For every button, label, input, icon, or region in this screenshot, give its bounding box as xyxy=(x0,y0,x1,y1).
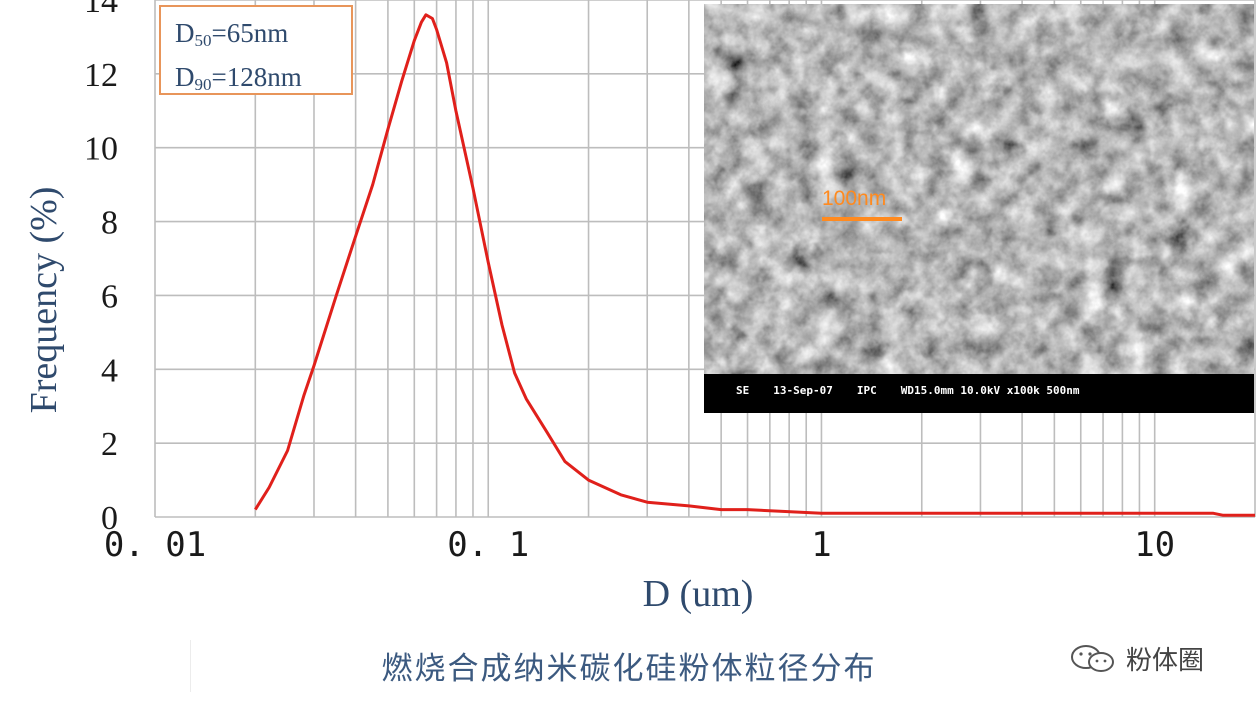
watermark-text: 粉体圈 xyxy=(1126,646,1205,676)
sem-mode: SE xyxy=(736,384,750,397)
y-tick-label: 0 xyxy=(101,500,118,537)
x-tick-labels: 0. 01 0. 1 1 10 xyxy=(104,525,1175,565)
sem-scale-label: 100nm xyxy=(822,187,887,210)
d50-label: D50=65nm xyxy=(175,18,289,50)
particle-size-annotation: D50=65nm D90=128nm xyxy=(159,5,353,95)
x-tick-label: 10 xyxy=(1134,525,1175,565)
particle-size-chart: 0 2 4 6 8 10 12 14 0. 01 0. 1 1 10 D (um) Frequenc… xyxy=(23,0,1256,615)
y-tick-label: 14 xyxy=(84,0,118,20)
y-tick-labels: 0 2 4 6 8 10 12 14 xyxy=(84,0,118,537)
figure-caption: 燃烧合成纳米碳化硅粉体粒径分布 xyxy=(381,651,877,687)
y-tick-label: 12 xyxy=(84,57,118,94)
y-tick-label: 6 xyxy=(101,278,118,315)
x-tick-label: 0. 1 xyxy=(447,525,529,565)
sem-scale-bar xyxy=(822,217,902,221)
caption-divider xyxy=(190,640,191,692)
frequency-curve xyxy=(254,13,1255,517)
sem-date: 13-Sep-07 xyxy=(773,384,833,397)
y-tick-label: 8 xyxy=(101,205,118,242)
sem-org: IPC xyxy=(856,384,877,397)
y-tick-label: 4 xyxy=(101,352,118,389)
sem-micrograph xyxy=(704,4,1254,374)
y-tick-label: 10 xyxy=(84,131,118,168)
sem-info-bar: SE 13-Sep-07 IPC WD15.0mm 10.0kV x100k 500n… xyxy=(704,374,1254,413)
x-tick-label: 1 xyxy=(811,525,831,565)
x-axis-title: D (um) xyxy=(643,573,754,615)
sem-params: WD15.0mm 10.0kV x100k 500nm xyxy=(900,384,1080,397)
y-axis-title: Frequency (%) xyxy=(23,187,65,414)
wechat-icon xyxy=(1071,644,1114,672)
watermark: 粉体圈 xyxy=(1070,640,1204,677)
y-tick-label: 2 xyxy=(101,426,118,463)
x-tick-label: 0. 01 xyxy=(104,525,206,565)
sem-micrograph-inset: 100nm SE 13-Sep-07 IPC WD15.0mm 10.0kV x100… xyxy=(704,4,1254,413)
d90-label: D90=128nm xyxy=(175,62,302,94)
